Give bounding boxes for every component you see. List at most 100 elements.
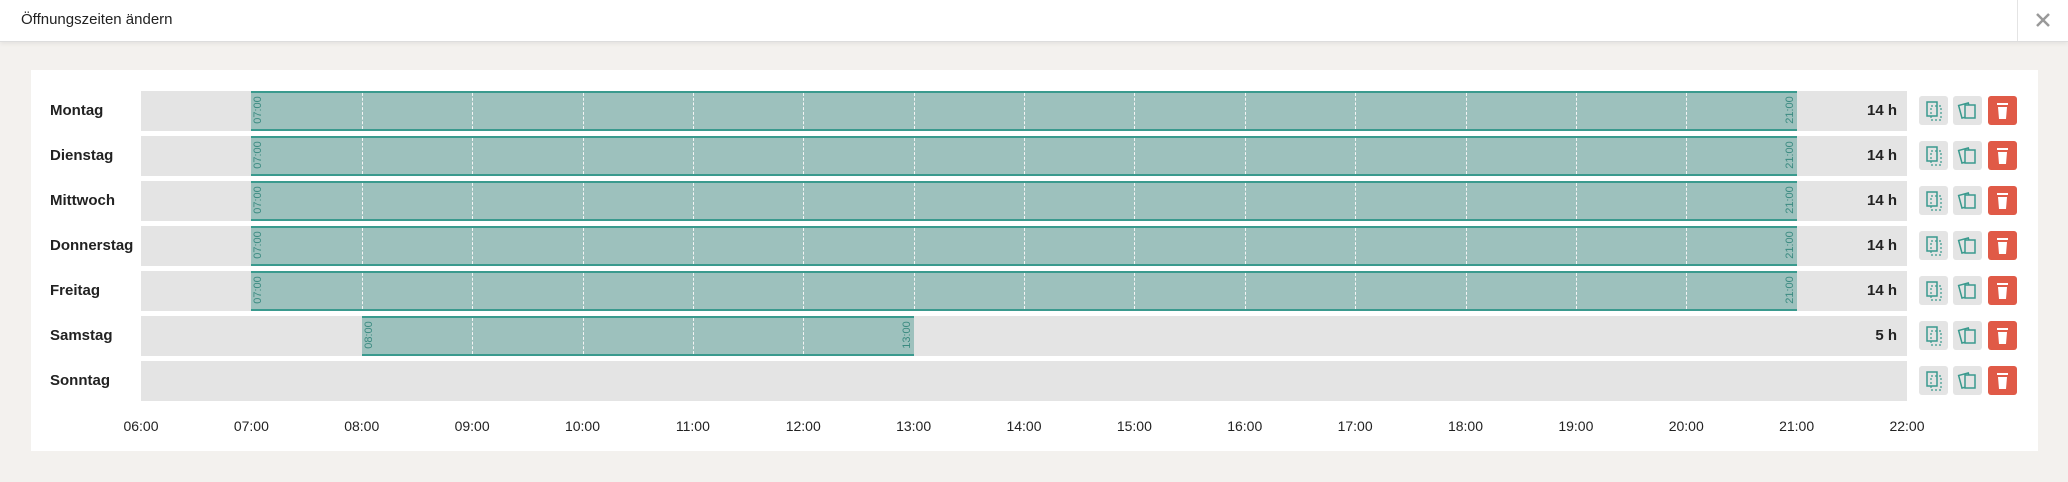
- grid-line: [692, 318, 694, 354]
- copy-button[interactable]: [1919, 96, 1948, 125]
- duration: 14 h: [1866, 237, 1897, 254]
- grid-line: [803, 138, 805, 174]
- paste-button[interactable]: [1953, 321, 1982, 350]
- button-icon: [1926, 101, 1942, 121]
- axis-tick-label: 17:00: [1337, 418, 1373, 434]
- grid-line: [1686, 228, 1688, 264]
- copy-button[interactable]: [1919, 321, 1948, 350]
- delete-button[interactable]: [1988, 276, 2017, 305]
- grid-line: [692, 228, 694, 264]
- close-time: 21:00: [1783, 186, 1796, 214]
- grid-line: [1244, 138, 1246, 174]
- paste-button[interactable]: [1953, 186, 1982, 215]
- delete-button[interactable]: [1988, 96, 2017, 125]
- copy-button[interactable]: [1919, 231, 1948, 260]
- grid-line: [803, 183, 805, 219]
- open-time: 07:00: [252, 96, 265, 124]
- axis-tick-label: 09:00: [454, 418, 490, 434]
- axis-tick-label: 08:00: [344, 418, 380, 434]
- axis-tick-label: 12:00: [785, 418, 821, 434]
- day-label: Montag: [50, 102, 104, 119]
- axis-tick-label: 10:00: [564, 418, 601, 434]
- grid-line: [1024, 138, 1025, 174]
- copy-button[interactable]: [1919, 366, 1948, 395]
- grid-line: [472, 273, 474, 309]
- day-label: Freitag: [50, 282, 101, 299]
- grid-line: [692, 93, 694, 129]
- close-time: 21:00: [1783, 96, 1796, 124]
- paste-button[interactable]: [1953, 276, 1982, 305]
- grid-line: [1244, 93, 1246, 129]
- grid-line: [1575, 138, 1577, 174]
- day-label: Donnerstag: [50, 237, 134, 254]
- grid-line: [913, 273, 915, 309]
- delete-button[interactable]: [1988, 141, 2017, 170]
- button-icon: [1997, 148, 2008, 164]
- grid-line: [803, 318, 805, 354]
- paste-button[interactable]: [1953, 96, 1982, 125]
- button-icon: [1997, 283, 2008, 299]
- copy-button[interactable]: [1919, 276, 1948, 305]
- delete-button[interactable]: [1988, 231, 2017, 260]
- grid-line: [361, 138, 363, 174]
- grid-line: [472, 228, 474, 264]
- paste-button[interactable]: [1953, 231, 1982, 260]
- copy-button[interactable]: [1919, 186, 1948, 215]
- grid-line: [1575, 183, 1577, 219]
- delete-button[interactable]: [1988, 186, 2017, 215]
- grid-line: [472, 318, 474, 354]
- grid-line: [692, 183, 694, 219]
- opening-bar: [361, 316, 914, 356]
- paste-button[interactable]: [1953, 141, 1982, 170]
- grid-line: [1134, 93, 1136, 129]
- copy-button[interactable]: [1919, 141, 1948, 170]
- grid-line: [1686, 138, 1688, 174]
- open-time: 07:00: [252, 276, 265, 304]
- open-time: 08:00: [362, 321, 375, 349]
- button-icon: [1997, 373, 2008, 389]
- button-icon: [1997, 103, 2008, 119]
- grid-line: [1686, 93, 1688, 129]
- button-icon: [1926, 236, 1942, 256]
- day-label: Sonntag: [50, 372, 110, 389]
- axis-tick-label: 13:00: [896, 418, 932, 434]
- grid-line: [1465, 183, 1467, 219]
- button-icon: [1957, 146, 1976, 164]
- close-button[interactable]: [2017, 0, 2068, 41]
- grid-line: [1355, 183, 1357, 219]
- grid-line: [1355, 228, 1357, 264]
- axis-tick-label: 14:00: [1006, 418, 1042, 434]
- delete-button[interactable]: [1988, 366, 2017, 395]
- grid-line: [1465, 273, 1467, 309]
- grid-line: [1024, 273, 1025, 309]
- duration: 14 h: [1866, 147, 1897, 164]
- grid-line: [1024, 228, 1025, 264]
- grid-line: [1575, 273, 1577, 309]
- grid-line: [1244, 183, 1246, 219]
- axis-tick-label: 16:00: [1227, 418, 1263, 434]
- open-time: 07:00: [252, 186, 265, 214]
- axis-tick-label: 06:00: [123, 418, 159, 434]
- open-time: 07:00: [252, 141, 265, 169]
- button-icon: [1957, 326, 1976, 344]
- button-icon: [1926, 371, 1942, 391]
- axis-tick-label: 22:00: [1889, 418, 1925, 434]
- grid-line: [1024, 183, 1025, 219]
- grid-line: [361, 273, 363, 309]
- paste-button[interactable]: [1953, 366, 1982, 395]
- grid-line: [692, 273, 694, 309]
- button-icon: [1997, 328, 2008, 344]
- grid-line: [582, 228, 584, 264]
- grid-line: [582, 138, 584, 174]
- grid-line: [1244, 273, 1246, 309]
- delete-button[interactable]: [1988, 321, 2017, 350]
- grid-line: [1134, 138, 1136, 174]
- grid-line: [582, 183, 584, 219]
- open-time: 07:00: [252, 231, 265, 259]
- button-icon: [1957, 371, 1976, 389]
- axis-tick-label: 07:00: [233, 418, 269, 434]
- close-time: 21:00: [1783, 276, 1796, 304]
- button-icon: [1957, 281, 1976, 299]
- button-icon: [1997, 193, 2008, 209]
